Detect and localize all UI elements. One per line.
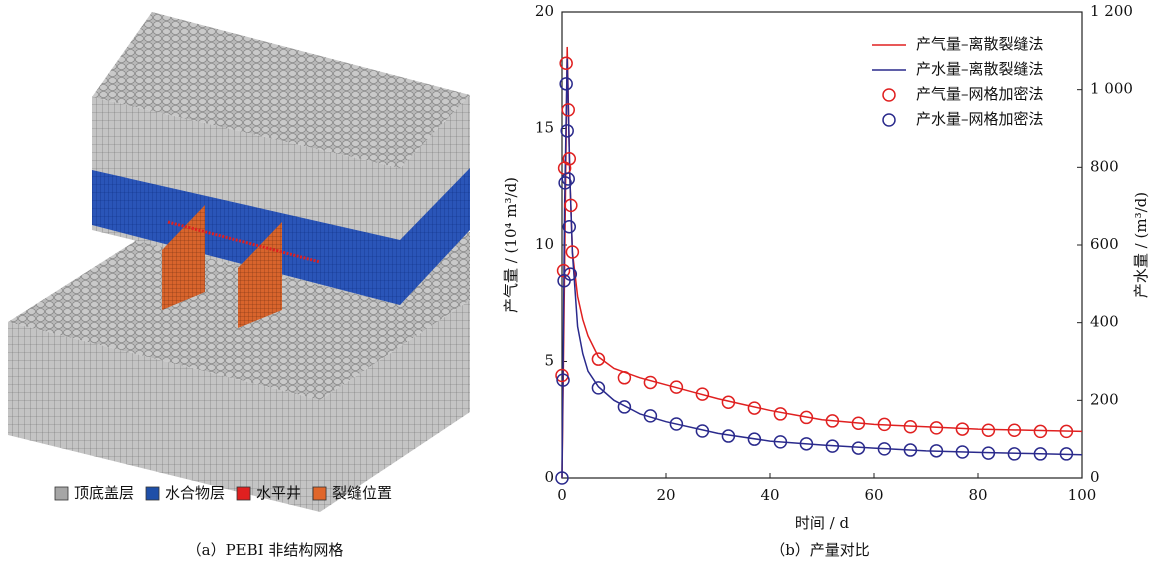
series-marker bbox=[799, 410, 814, 425]
y2-tick-label: 400 bbox=[1090, 313, 1119, 331]
x-tick-label: 100 bbox=[1068, 486, 1097, 504]
series-line bbox=[561, 58, 1083, 479]
series-marker bbox=[825, 439, 840, 453]
series-marker bbox=[1033, 447, 1048, 461]
x-axis-title: 时间 / d bbox=[795, 514, 850, 532]
legend-label: 水合物层 bbox=[165, 484, 225, 502]
series-marker bbox=[1007, 447, 1022, 461]
series-marker bbox=[955, 422, 970, 436]
series-marker bbox=[851, 416, 866, 430]
series-marker bbox=[981, 423, 996, 437]
legend-swatch bbox=[145, 486, 160, 501]
legend-swatch bbox=[312, 486, 327, 501]
series-marker bbox=[851, 441, 866, 455]
series-marker bbox=[561, 172, 575, 186]
series-marker bbox=[560, 124, 574, 138]
y2-tick-label: 600 bbox=[1090, 235, 1119, 253]
series-marker bbox=[556, 373, 570, 387]
series-marker bbox=[721, 429, 736, 443]
series-marker bbox=[617, 400, 632, 414]
series-marker bbox=[558, 176, 572, 190]
series-marker bbox=[617, 371, 632, 385]
series-marker bbox=[562, 152, 577, 166]
series-marker bbox=[877, 442, 892, 456]
series-marker bbox=[555, 471, 569, 485]
y-axis-title: 产气量 / (10⁴ m³/d) bbox=[502, 177, 520, 313]
y2-tick-label: 200 bbox=[1090, 390, 1119, 408]
series-marker bbox=[955, 445, 970, 459]
series-marker bbox=[929, 444, 944, 458]
x-tick-label: 80 bbox=[968, 486, 987, 504]
y-tick-label: 20 bbox=[535, 2, 554, 20]
series-marker bbox=[591, 381, 606, 395]
series-marker bbox=[695, 387, 710, 401]
y-tick-label: 5 bbox=[544, 352, 554, 370]
series-marker bbox=[695, 424, 710, 438]
series-marker bbox=[669, 417, 684, 431]
series-marker bbox=[825, 414, 840, 428]
legend-label: 产气量–离散裂缝法 bbox=[916, 35, 1044, 53]
series-marker bbox=[1059, 447, 1074, 461]
y-tick-label: 0 bbox=[544, 468, 554, 486]
series-marker bbox=[562, 219, 577, 234]
series-marker bbox=[1059, 424, 1074, 439]
legend-label: 产水量–网格加密法 bbox=[916, 110, 1044, 128]
series-marker bbox=[721, 395, 736, 410]
legend-marker bbox=[882, 113, 896, 127]
legend-label: 产水量–离散裂缝法 bbox=[916, 60, 1044, 78]
legend-swatch bbox=[54, 486, 69, 501]
plot-frame bbox=[561, 11, 1083, 479]
x-tick-label: 40 bbox=[760, 486, 779, 504]
y2-axis-title: 产水量 / (m³/d) bbox=[1132, 192, 1150, 298]
series-marker bbox=[561, 103, 575, 117]
series-marker bbox=[799, 437, 814, 451]
series-marker bbox=[1007, 423, 1022, 437]
y-tick-label: 15 bbox=[535, 119, 554, 137]
caption: （a）PEBI 非结构网格 bbox=[187, 541, 344, 559]
y2-tick-label: 0 bbox=[1090, 468, 1100, 486]
series-marker bbox=[981, 446, 996, 460]
legend-label: 产气量–网格加密法 bbox=[916, 85, 1044, 103]
x-tick-label: 0 bbox=[557, 486, 567, 504]
series-marker bbox=[669, 380, 684, 394]
legend-label: 顶底盖层 bbox=[74, 484, 134, 502]
mesh-3d bbox=[8, 12, 470, 512]
series-marker bbox=[555, 368, 569, 383]
series-marker bbox=[773, 407, 788, 421]
legend-label: 水平井 bbox=[256, 484, 301, 502]
legend-marker bbox=[882, 88, 896, 102]
series-marker bbox=[929, 421, 944, 435]
y2-tick-label: 1 000 bbox=[1090, 80, 1133, 98]
series-marker bbox=[643, 409, 658, 423]
legend-label: 裂缝位置 bbox=[332, 484, 392, 502]
series-marker bbox=[564, 198, 578, 213]
series-marker bbox=[903, 419, 918, 434]
series-marker bbox=[591, 352, 606, 366]
series-marker bbox=[903, 443, 918, 457]
series-marker bbox=[556, 263, 571, 278]
x-tick-label: 60 bbox=[864, 486, 883, 504]
series-marker bbox=[565, 245, 580, 259]
series-marker bbox=[559, 56, 573, 71]
series-marker bbox=[747, 432, 762, 446]
series-marker bbox=[773, 435, 788, 449]
y-tick-label: 10 bbox=[535, 235, 554, 253]
y2-tick-label: 1 200 bbox=[1090, 2, 1133, 20]
caption: （b）产量对比 bbox=[770, 541, 870, 559]
series-marker bbox=[747, 401, 762, 415]
series-marker bbox=[563, 267, 578, 281]
legend-swatch bbox=[236, 486, 251, 501]
series-marker bbox=[1033, 424, 1048, 439]
y2-tick-label: 800 bbox=[1090, 157, 1119, 175]
x-tick-label: 20 bbox=[656, 486, 675, 504]
series-marker bbox=[559, 77, 573, 91]
series-marker bbox=[877, 417, 892, 432]
series-marker bbox=[643, 375, 658, 390]
